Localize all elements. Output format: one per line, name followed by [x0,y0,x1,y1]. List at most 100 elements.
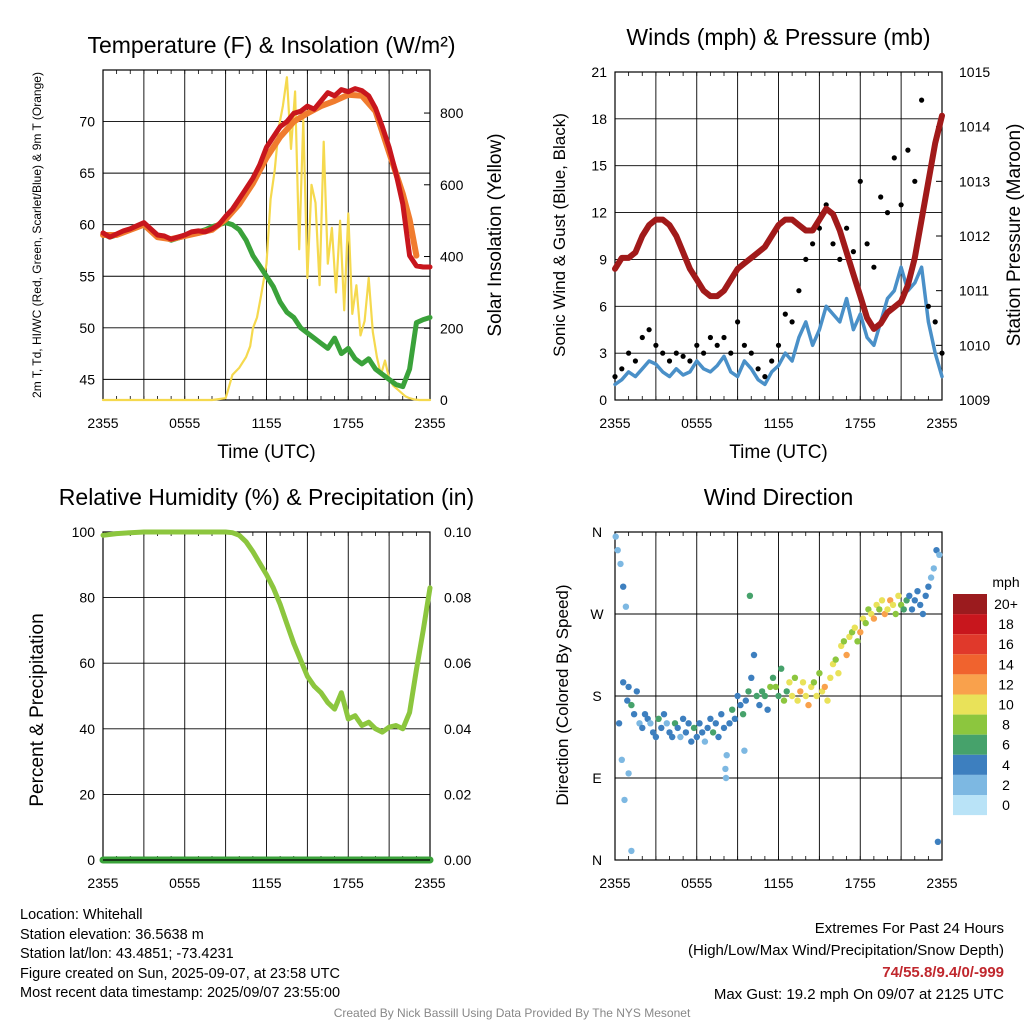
gust-point [694,342,700,348]
gust-point [884,210,891,216]
temp-xtick-label: 1155 [251,415,281,431]
rh-y2tick-label: 0.06 [444,655,471,671]
direction-point [778,665,785,672]
legend-label: 4 [1002,757,1010,773]
gust-point [612,374,618,380]
dir-ytick-label: E [592,770,601,786]
dir-ytick-label: N [592,524,602,540]
gust-point [741,342,748,348]
direction-point [748,674,755,681]
legend-swatch [953,614,987,635]
direction-point [832,656,839,663]
extremes-value: 74/55.8/9.4/0/-999 [882,964,1004,981]
location-text: Location: Whitehall [20,907,143,923]
direction-point [835,670,842,677]
legend-swatch [953,694,987,715]
gust-point [714,342,720,348]
direction-point [753,692,760,700]
direction-point [851,624,858,631]
direction-point [917,601,924,609]
temp-ytick-label: 60 [79,217,95,233]
direction-point [625,683,632,691]
legend-label: 8 [1002,717,1010,733]
dir-title: Wind Direction [704,484,854,510]
wind-ytick-label: 6 [599,298,607,314]
dir-ytick-label: W [590,606,604,622]
direction-point [934,838,942,845]
legend-label: 20+ [994,596,1018,612]
rh-xtick-label: 1155 [251,875,281,891]
direction-point [824,697,831,704]
wind-ytick-label: 12 [591,205,607,221]
direction-point [887,597,894,604]
direction-point [745,688,752,695]
direction-point [630,711,638,718]
direction-point [679,715,687,722]
pressure-line [612,112,945,332]
wind-xtick-label: 0555 [681,415,712,431]
rh-y2tick-label: 0.04 [444,721,471,737]
wind-ylabel: Sonic Wind & Gust (Blue, Black) [550,113,569,357]
direction-point [810,679,818,686]
temp-y2tick-label: 400 [440,249,464,265]
legend-label: 10 [998,697,1014,713]
wind-y2tick-label: 1013 [959,173,990,189]
temp-ytick-label: 45 [79,371,95,387]
temp-ytick-label: 50 [79,320,95,336]
direction-point [914,588,921,595]
direction-point [709,729,717,736]
direction-point [908,606,916,613]
direction-point [739,711,747,718]
direction-point [731,715,739,722]
gust-point [728,350,734,356]
rh-xtick-label: 0555 [169,875,200,891]
gust-point [680,353,686,359]
rh-y2tick-label: 0.00 [444,852,471,868]
direction-point [628,847,635,855]
rh-ytick-label: 80 [79,590,95,606]
direction-point [669,733,676,741]
direction-point [936,551,943,558]
direction-point [788,692,796,700]
direction-point [802,692,809,700]
wind-ytick-label: 0 [599,392,607,408]
legend-swatch [953,654,987,675]
direction-point [701,738,709,745]
wind-ytick-label: 9 [599,251,607,267]
legend-label: 14 [998,656,1014,672]
rh-line [100,529,433,735]
wind-ytick-label: 3 [599,345,607,361]
latlon-text: Station lat/lon: 43.4851; -73.4231 [20,946,234,962]
gust-point [810,241,816,247]
direction-point [696,720,703,727]
wind-y2tick-label: 1009 [959,392,990,408]
direction-point [734,692,741,700]
direction-point [618,756,625,763]
temp-ytick-label: 70 [79,114,95,130]
gust-point [898,202,904,208]
rh-xtick-label: 2355 [414,875,445,891]
direction-point [900,606,907,613]
direction-point [685,720,692,727]
extremes-title: Extremes For Past 24 Hours [814,920,1004,937]
direction-point [805,701,812,709]
wind-y2tick-label: 1014 [959,119,990,135]
temp-y2tick-label: 800 [440,105,464,121]
direction-point [797,688,804,695]
direction-point [688,738,695,745]
direction-point [750,651,758,659]
gust-point [707,334,714,341]
direction-point [647,720,654,727]
direction-point [636,720,643,727]
temp-ylabel: 2m T, Td, HI/WC (Red, Green, Scarlet/Blu… [30,72,44,398]
temp-y2tick-label: 0 [440,392,448,408]
legend-label: 12 [998,676,1014,692]
gust-point [830,241,836,247]
direction-point [884,606,891,613]
gust-point [932,319,938,325]
temp-ytick-label: 55 [79,268,95,284]
direction-point [655,715,662,722]
direction-point [840,638,848,645]
direction-point [621,796,628,804]
